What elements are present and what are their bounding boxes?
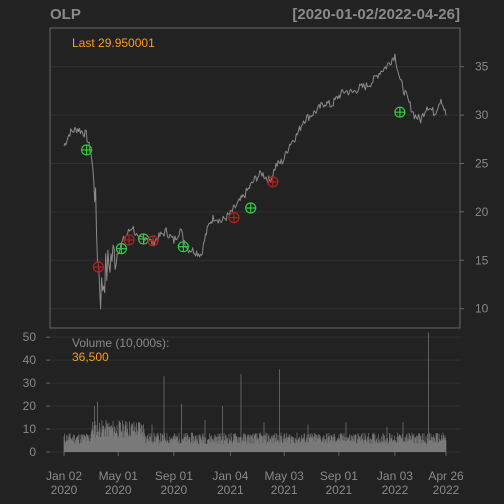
buy-signal-marker: [115, 243, 128, 255]
date-tick-label: May 03: [264, 469, 304, 483]
date-tick-year: 2021: [271, 483, 298, 497]
price-tick-label: 20: [475, 205, 489, 219]
price-tick-label: 15: [475, 253, 489, 267]
volume-tick-label: 0: [29, 445, 36, 459]
volume-last-value: 36,500: [72, 350, 109, 364]
date-tick-label: Sep 01: [155, 469, 193, 483]
sell-signal-marker: [267, 176, 279, 188]
price-tick-label: 10: [475, 302, 489, 316]
last-price-label: Last 29.950001: [72, 36, 155, 50]
price-tick-label: 25: [475, 156, 489, 170]
buy-signal-marker: [245, 202, 257, 214]
volume-tick-label: 50: [23, 330, 37, 344]
date-tick-year: 2020: [105, 483, 132, 497]
chart-date-range: [2020-01-02/2022-04-26]: [292, 6, 460, 23]
date-tick-label: Jan 03: [377, 469, 413, 483]
volume-tick-label: 40: [23, 353, 37, 367]
volume-label: Volume (10,000s):: [72, 336, 169, 350]
volume-tick-label: 30: [23, 376, 37, 390]
volume-axis-ticks: 0 10 20 30 40 50: [23, 330, 50, 459]
date-tick-label: Jan 04: [212, 469, 248, 483]
date-tick-label: Sep 01: [320, 469, 358, 483]
chart-symbol: OLP: [50, 6, 81, 23]
volume-bars: [63, 332, 447, 452]
buy-signal-marker: [394, 106, 406, 118]
date-tick-year: 2021: [326, 483, 353, 497]
volume-panel: 0 10 20 30 40 50 Volume (10,000s): 36,500: [23, 327, 460, 459]
date-tick-year: 2020: [51, 483, 78, 497]
signal-markers: [81, 106, 406, 273]
sell-signal-marker: [228, 212, 240, 224]
price-gridlines: [50, 66, 460, 310]
volume-tick-label: 10: [23, 422, 37, 436]
buy-signal-marker: [137, 233, 150, 245]
date-tick-year: 2022: [382, 483, 409, 497]
sell-signal-marker: [147, 235, 159, 247]
date-tick-year: 2020: [161, 483, 188, 497]
date-tick-year: 2022: [433, 483, 460, 497]
sell-signal-marker: [92, 261, 104, 273]
volume-tick-label: 20: [23, 399, 37, 413]
date-tick-label: Jan 02: [46, 469, 82, 483]
price-tick-label: 35: [475, 60, 489, 74]
price-axis-ticks: 10 15 20 25 30 35: [460, 60, 489, 316]
date-tick-year: 2021: [217, 483, 244, 497]
sell-signal-marker: [123, 234, 135, 246]
buy-signal-marker: [81, 144, 93, 156]
price-tick-label: 30: [475, 108, 489, 122]
buy-signal-marker: [177, 241, 189, 253]
date-tick-label: May 01: [99, 469, 139, 483]
date-tick-label: Apr 26: [428, 469, 464, 483]
